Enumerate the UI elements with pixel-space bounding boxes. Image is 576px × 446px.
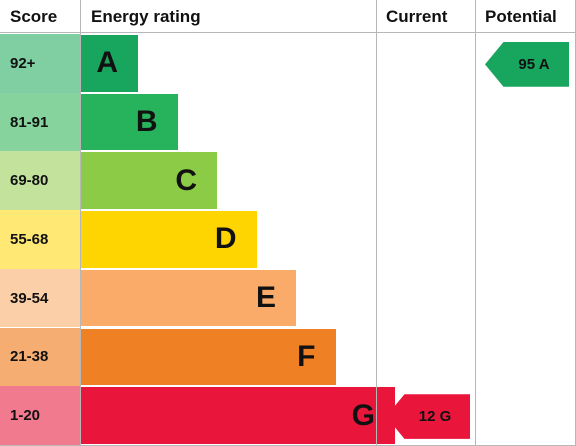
- divider-current: [376, 0, 377, 446]
- band-e: E: [80, 269, 296, 327]
- header-score: Score: [10, 7, 58, 26]
- score-cell-d: 55-68: [0, 210, 80, 269]
- band-b: B: [80, 93, 178, 151]
- score-cell-f: 21-38: [0, 327, 80, 387]
- header-energy-rating: Energy rating: [91, 7, 201, 26]
- band-c: C: [80, 152, 217, 210]
- band-f: F: [80, 328, 336, 386]
- band-g: G: [80, 387, 395, 444]
- score-cell-e: 39-54: [0, 268, 80, 328]
- band-a: A: [80, 35, 138, 92]
- divider-score: [80, 0, 81, 446]
- score-cell-b: 81-91: [0, 92, 80, 152]
- divider-potential: [475, 0, 476, 446]
- header-potential: Potential: [485, 7, 557, 26]
- score-cell-g: 1-20: [0, 386, 80, 445]
- current-rating-arrow: 12 G: [386, 394, 470, 439]
- score-cell-c: 69-80: [0, 151, 80, 211]
- potential-rating-arrow: 95 A: [485, 42, 569, 87]
- band-d: D: [80, 211, 257, 268]
- header-divider: [0, 32, 576, 33]
- header-current: Current: [386, 7, 448, 26]
- score-cell-a: 92+: [0, 34, 80, 93]
